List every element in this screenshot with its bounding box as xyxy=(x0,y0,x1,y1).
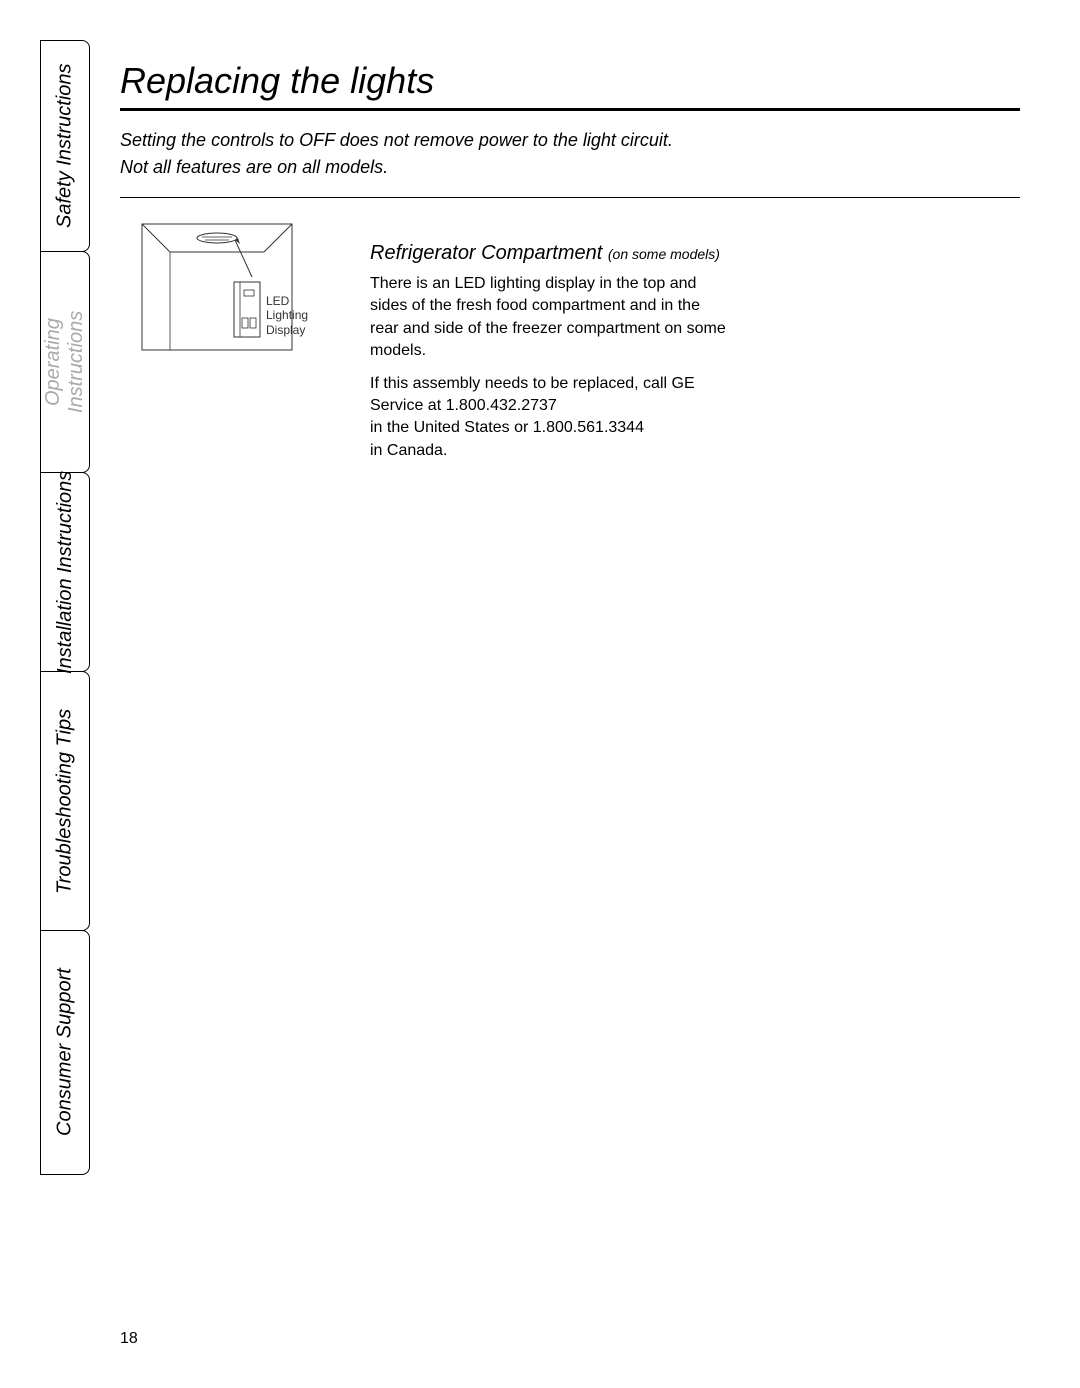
body-para-2b: in the United States or 1.800.561.3344 xyxy=(370,419,644,436)
sidebar-tabs: Safety Instructions Operating Instructio… xyxy=(40,40,90,1348)
section-row: LED Lighting Display Refrigerator Compar… xyxy=(120,222,1020,472)
diagram-label-line3: Display xyxy=(266,323,308,337)
led-diagram: LED Lighting Display xyxy=(140,222,350,352)
body-para-1: There is an LED lighting display in the … xyxy=(370,273,730,363)
diagram-label-line1: LED xyxy=(266,294,308,308)
tab-safety-instructions[interactable]: Safety Instructions xyxy=(40,40,90,252)
page-title: Replacing the lights xyxy=(120,60,1020,102)
tab-troubleshooting-tips[interactable]: Troubleshooting Tips xyxy=(40,671,90,931)
page-number: 18 xyxy=(120,1330,138,1348)
body-text: There is an LED lighting display in the … xyxy=(370,273,730,462)
section-text: Refrigerator Compartment (on some models… xyxy=(370,222,1020,472)
main-content: Replacing the lights Setting the control… xyxy=(90,40,1040,1348)
section-heading-note: (on some models) xyxy=(608,246,720,262)
tab-label-line1: Installation xyxy=(54,578,76,674)
body-para-2c: in Canada. xyxy=(370,442,447,459)
intro-underline xyxy=(120,197,1020,198)
tab-operating-instructions[interactable]: Operating Instructions xyxy=(40,251,90,473)
tab-installation-instructions[interactable]: Installation Instructions xyxy=(40,472,90,672)
intro-line-2: Not all features are on all models. xyxy=(120,154,1020,181)
intro-text: Setting the controls to OFF does not rem… xyxy=(120,127,1020,181)
section-heading: Refrigerator Compartment (on some models… xyxy=(370,242,1020,265)
tab-label-line2: Instructions xyxy=(54,470,76,572)
diagram-label: LED Lighting Display xyxy=(266,294,308,337)
fridge-icon xyxy=(140,222,350,352)
diagram-label-line2: Lighting xyxy=(266,308,308,322)
tab-consumer-support[interactable]: Consumer Support xyxy=(40,930,90,1175)
body-para-2: If this assembly needs to be replaced, c… xyxy=(370,373,730,463)
intro-line-1: Setting the controls to OFF does not rem… xyxy=(120,127,1020,154)
body-para-2a: If this assembly needs to be replaced, c… xyxy=(370,375,695,414)
section-heading-main: Refrigerator Compartment xyxy=(370,242,602,264)
title-underline xyxy=(120,108,1020,111)
